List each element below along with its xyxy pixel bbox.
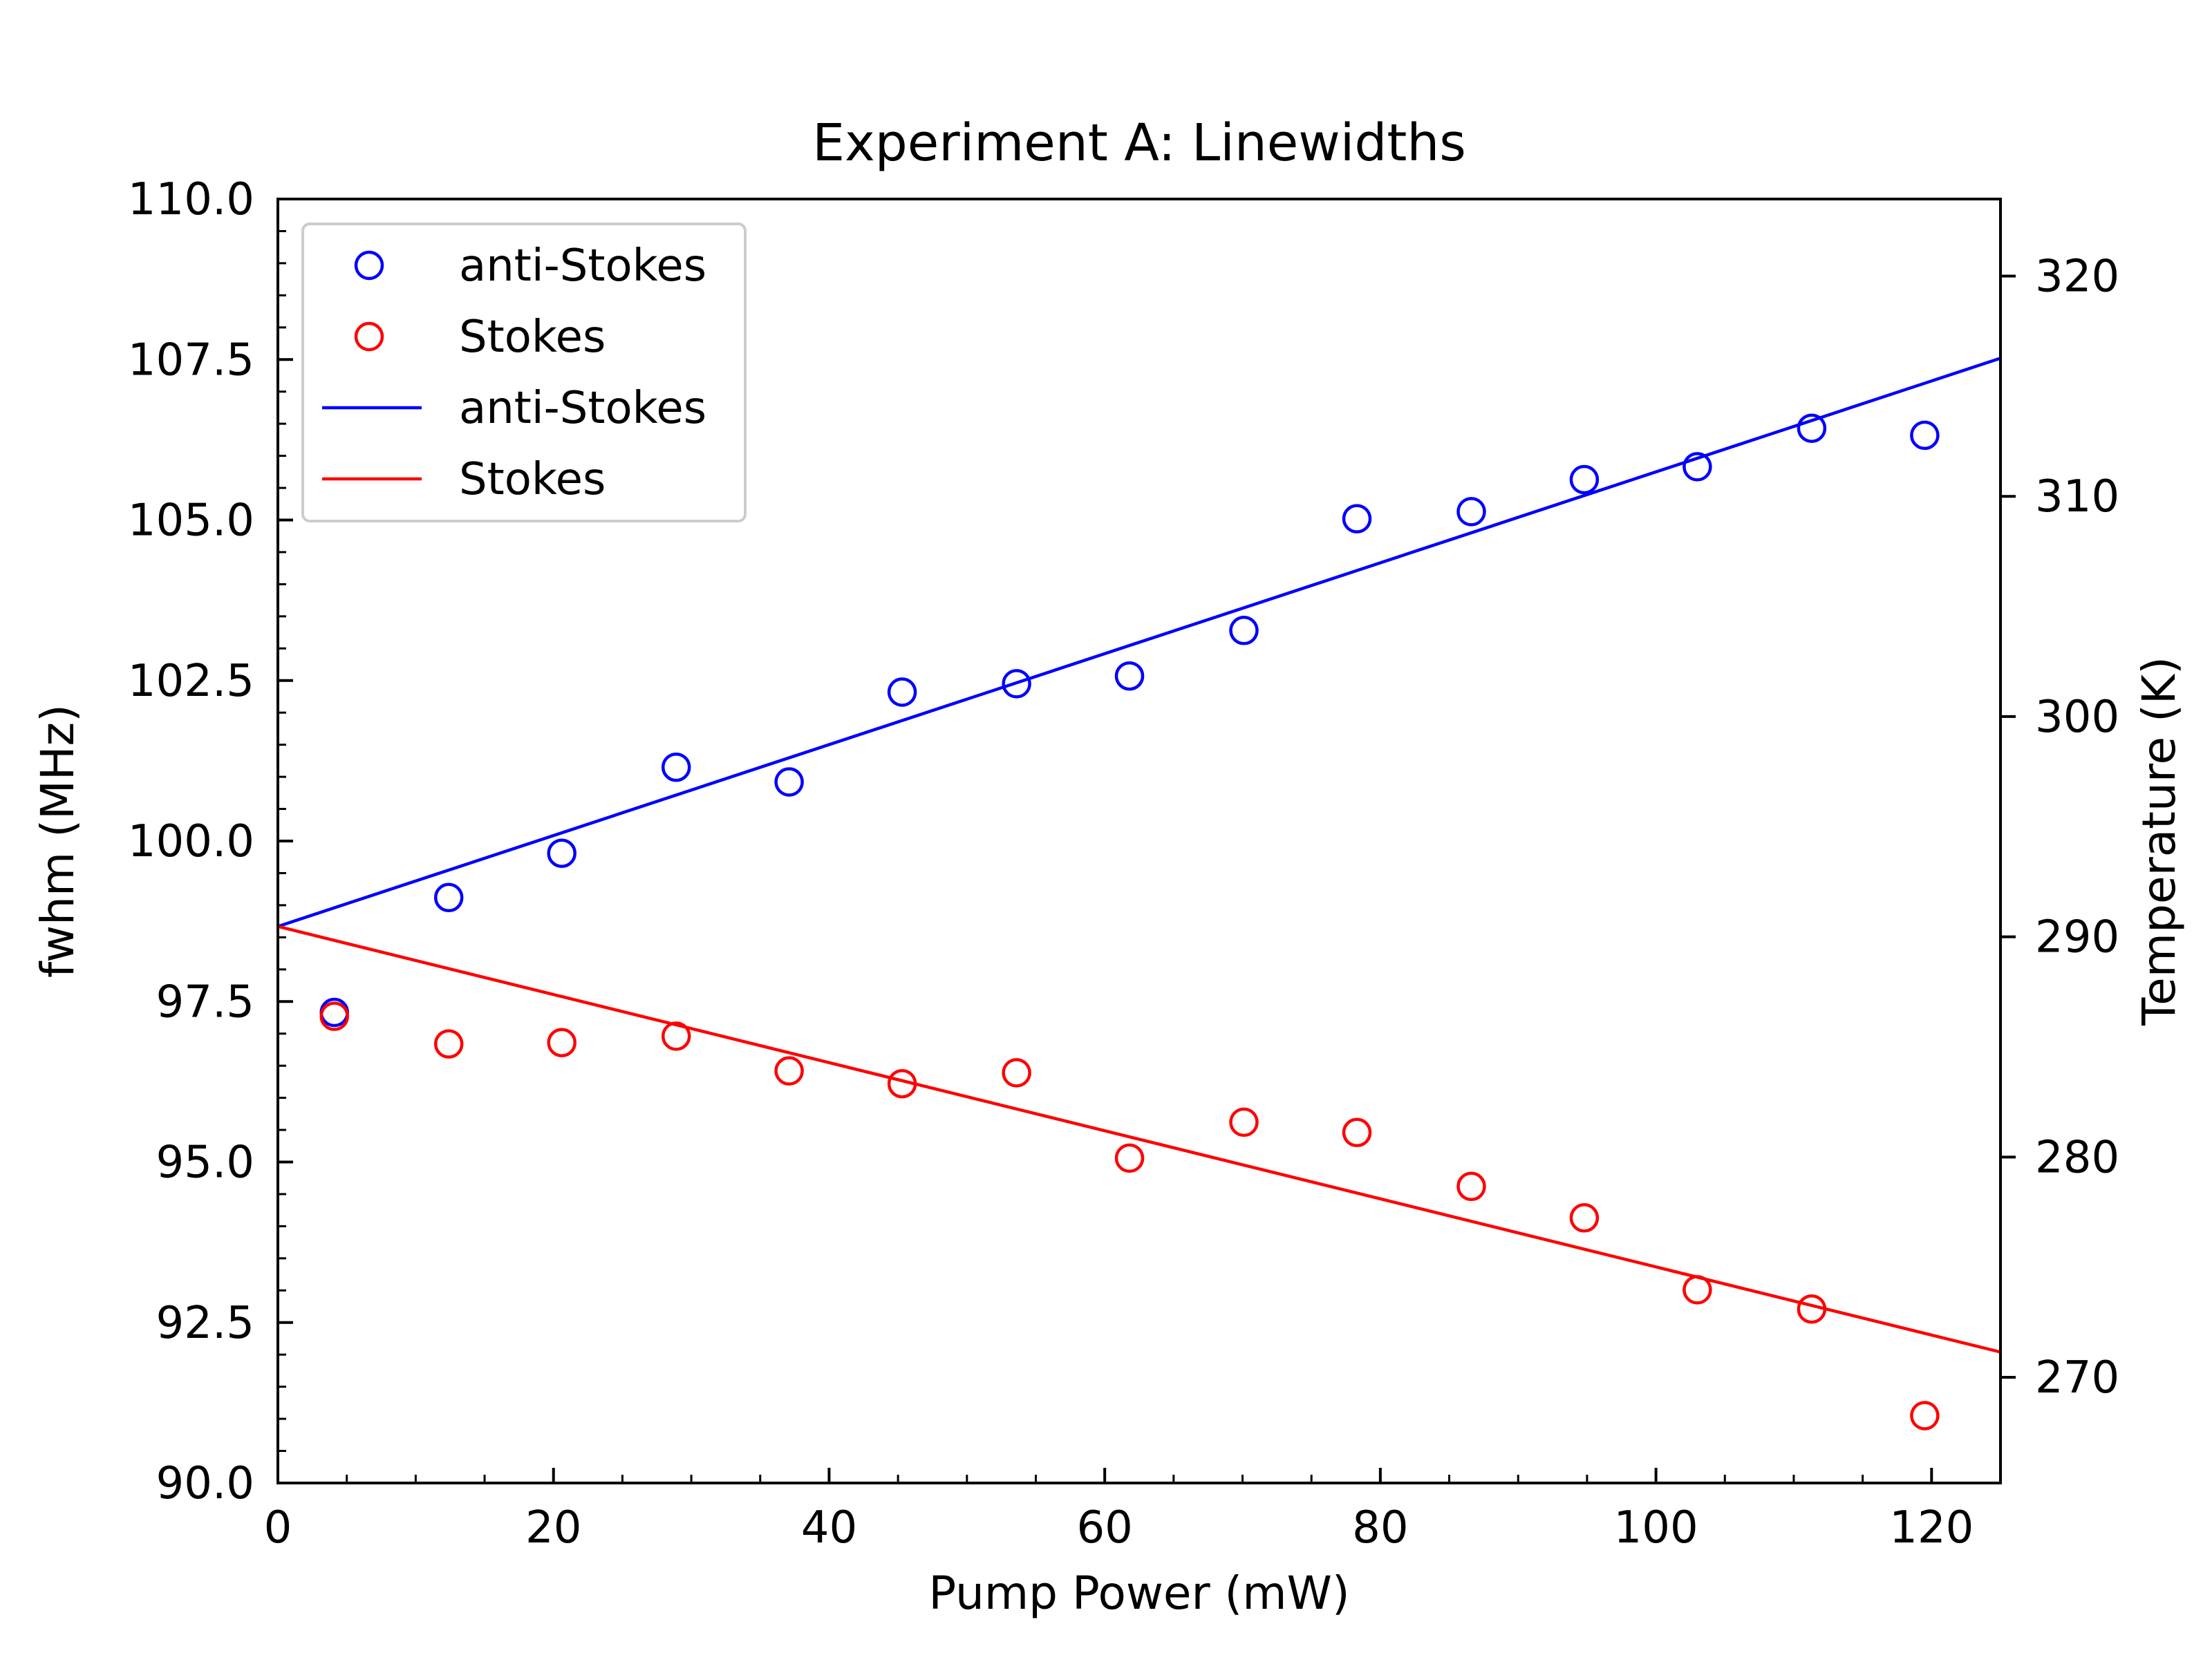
x-tick-label-0: 0 (264, 1502, 292, 1554)
x-tick-label-4: 80 (1352, 1502, 1408, 1554)
y-tick-label-1: 92.5 (156, 1298, 255, 1349)
point-series0-13 (1797, 413, 1827, 443)
point-series1-7 (1114, 1143, 1145, 1173)
y-tick-label-7: 107.5 (128, 334, 254, 386)
point-series1-12 (1683, 1275, 1712, 1305)
legend-marker-0 (354, 250, 384, 281)
legend-marker-1 (354, 321, 384, 352)
point-series0-11 (1569, 464, 1600, 495)
y2-tick-label-1: 280 (2035, 1132, 2119, 1183)
y-tick-label-8: 110.0 (128, 174, 254, 225)
x-tick-label-1: 20 (525, 1502, 581, 1554)
point-series1-0 (319, 1001, 349, 1031)
axis-ticks: 0 20 40 60 80 100 120 90.0 92.5 95.0 97.5 100.0 102.… (128, 174, 2119, 1554)
point-series1-11 (1569, 1203, 1600, 1233)
legend: anti-Stokes Stokes anti-Stokes Stokes (301, 223, 747, 522)
point-series1-5 (887, 1068, 917, 1099)
point-series1-1 (433, 1029, 464, 1059)
point-series0-9 (1342, 504, 1372, 533)
fit-line-2 (277, 357, 2001, 928)
legend-box (301, 223, 747, 522)
legend-label-2: anti-Stokes (459, 383, 706, 434)
chart-title: Experiment A: Linewidths (812, 113, 1466, 173)
y2-tick-label-4: 310 (2035, 471, 2119, 522)
point-series0-5 (887, 677, 917, 707)
point-series1-4 (774, 1056, 804, 1086)
y-axis-label: fwhm (MHz) (31, 704, 84, 978)
legend-label-3: Stokes (459, 454, 606, 505)
y2-tick-label-2: 290 (2035, 912, 2119, 963)
y-tick-label-0: 90.0 (156, 1458, 255, 1509)
point-series1-9 (1342, 1117, 1372, 1148)
point-series1-8 (1229, 1107, 1259, 1137)
point-series0-14 (1910, 420, 1940, 451)
y2-tick-label-0: 270 (2035, 1352, 2119, 1404)
legend-label-1: Stokes (459, 312, 606, 363)
point-series0-3 (661, 752, 691, 782)
point-series0-7 (1114, 661, 1145, 691)
point-series0-10 (1456, 497, 1486, 527)
point-series1-2 (547, 1028, 577, 1057)
y-tick-label-2: 95.0 (156, 1137, 255, 1189)
point-series0-2 (547, 838, 577, 868)
y-tick-label-4: 100.0 (128, 816, 254, 867)
y2-tick-label-3: 300 (2035, 692, 2119, 743)
x-axis-label: Pump Power (mW) (928, 1567, 1349, 1620)
point-series0-6 (1002, 669, 1031, 699)
legend-label-0: anti-Stokes (459, 240, 706, 292)
point-series1-14 (1910, 1401, 1940, 1430)
y2-axis-label: Temperature (K) (2133, 657, 2186, 1026)
point-series1-3 (661, 1021, 691, 1051)
fit-line-3 (277, 925, 2001, 1354)
x-tick-label-5: 100 (1614, 1502, 1698, 1554)
point-series1-13 (1797, 1294, 1827, 1324)
point-series0-8 (1229, 616, 1259, 645)
y-tick-label-3: 97.5 (156, 976, 255, 1028)
x-tick-label-2: 40 (801, 1502, 857, 1554)
point-series1-10 (1456, 1171, 1486, 1202)
point-series1-6 (1002, 1058, 1031, 1088)
y-tick-label-5: 102.5 (128, 656, 254, 707)
point-series0-1 (433, 882, 464, 913)
point-series0-12 (1683, 452, 1712, 482)
point-series0-4 (774, 767, 804, 797)
x-tick-label-6: 120 (1889, 1502, 1974, 1554)
data-marks (277, 357, 2001, 1430)
y2-tick-label-5: 320 (2035, 252, 2119, 303)
y-tick-label-6: 105.0 (128, 495, 254, 547)
x-tick-label-3: 60 (1076, 1502, 1132, 1554)
